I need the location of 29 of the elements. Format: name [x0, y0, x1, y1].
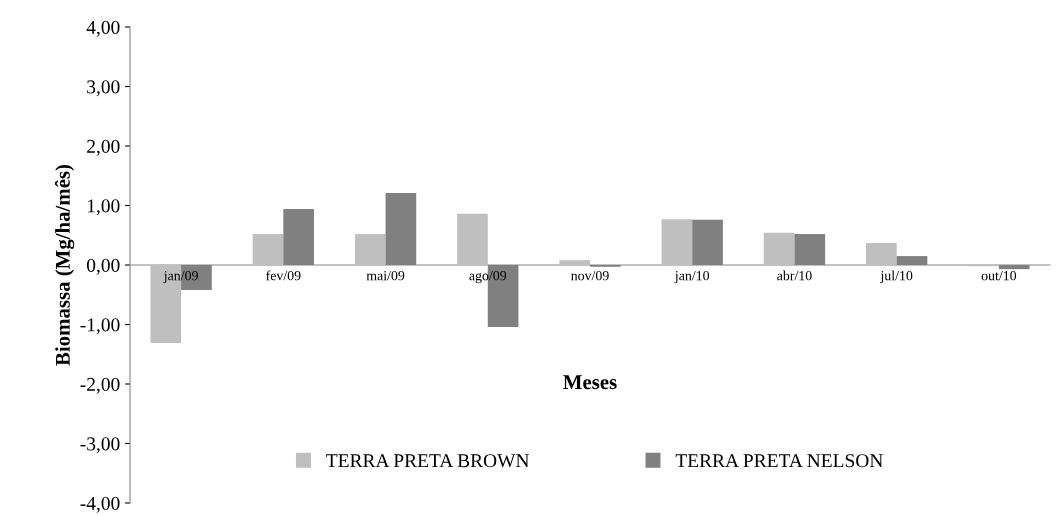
x-tick-label: abr/10 — [777, 270, 812, 281]
bar — [661, 219, 693, 265]
y-tick-label: 1,00 — [87, 199, 120, 216]
bar — [559, 260, 590, 265]
x-tick-label: mai/09 — [366, 270, 405, 281]
bar — [252, 234, 284, 265]
x-axis-title: Meses — [563, 375, 617, 390]
y-tick-label: 2,00 — [87, 139, 120, 156]
x-tick-label: jan/09 — [163, 270, 198, 284]
y-axis-title: Biomassa (Mg/ha/mês) — [54, 164, 75, 366]
y-tick-label: -1,00 — [80, 318, 120, 335]
x-tick-label: fev/09 — [266, 270, 301, 281]
bar — [763, 232, 795, 265]
legend-label: TERRA PRETA NELSON — [675, 454, 883, 468]
x-tick-label: jul/10 — [880, 270, 913, 284]
x-tick-label: nov/09 — [571, 270, 609, 281]
x-tick-label: ago/09 — [469, 270, 507, 284]
bar — [866, 242, 897, 265]
bar — [354, 234, 386, 265]
x-tick-label: out/10 — [981, 270, 1017, 281]
x-tick-label: jan/10 — [674, 270, 710, 284]
bar — [457, 213, 488, 265]
y-tick-label: 0,00 — [86, 258, 120, 275]
y-tick-label: -3,00 — [80, 437, 120, 454]
y-tick-label: -4,00 — [80, 496, 120, 513]
y-tick-label: -2,00 — [80, 377, 120, 394]
legend-label: TERRA PRETA BROWN — [326, 454, 530, 468]
y-tick-label: 4,00 — [86, 20, 120, 37]
y-tick-label: 3,00 — [87, 80, 120, 97]
